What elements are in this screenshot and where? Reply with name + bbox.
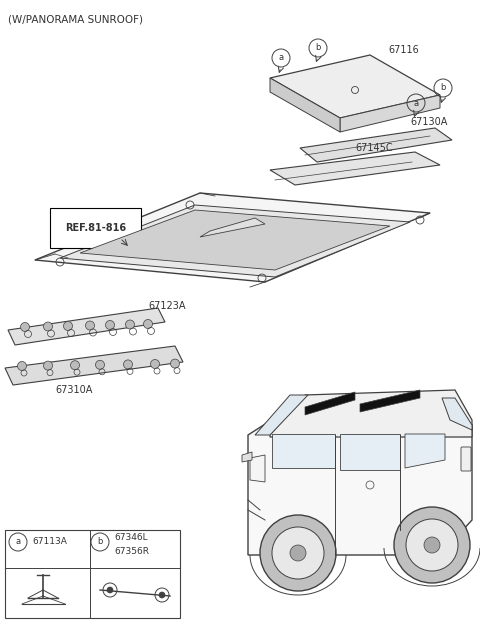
Polygon shape xyxy=(340,95,440,132)
Text: 67145C: 67145C xyxy=(355,143,393,153)
Polygon shape xyxy=(255,395,308,435)
Circle shape xyxy=(406,519,458,571)
Polygon shape xyxy=(270,78,340,132)
Circle shape xyxy=(96,360,105,369)
Circle shape xyxy=(144,319,153,328)
Polygon shape xyxy=(270,152,440,185)
Circle shape xyxy=(394,507,470,583)
Polygon shape xyxy=(200,218,265,237)
Polygon shape xyxy=(242,452,252,462)
Circle shape xyxy=(63,321,72,331)
Circle shape xyxy=(107,587,113,593)
FancyBboxPatch shape xyxy=(5,530,180,618)
Polygon shape xyxy=(270,55,440,118)
Polygon shape xyxy=(272,434,335,468)
Circle shape xyxy=(44,361,52,370)
Text: b: b xyxy=(440,84,446,93)
Polygon shape xyxy=(5,346,183,385)
Circle shape xyxy=(424,537,440,553)
Circle shape xyxy=(170,359,180,368)
Circle shape xyxy=(125,320,134,329)
Circle shape xyxy=(159,592,165,598)
Polygon shape xyxy=(300,128,452,162)
Polygon shape xyxy=(60,205,410,277)
Polygon shape xyxy=(250,455,265,482)
Circle shape xyxy=(151,360,159,369)
Circle shape xyxy=(290,545,306,561)
Circle shape xyxy=(71,361,80,370)
Text: b: b xyxy=(97,537,103,546)
Circle shape xyxy=(272,527,324,579)
Polygon shape xyxy=(248,400,472,555)
Polygon shape xyxy=(35,193,430,282)
Polygon shape xyxy=(270,390,472,437)
FancyBboxPatch shape xyxy=(461,447,471,471)
Text: 67356R: 67356R xyxy=(114,546,149,556)
Text: (W/PANORAMA SUNROOF): (W/PANORAMA SUNROOF) xyxy=(8,14,143,24)
Text: 67123A: 67123A xyxy=(148,301,185,311)
Polygon shape xyxy=(305,392,355,415)
Text: 67116: 67116 xyxy=(388,45,419,55)
Polygon shape xyxy=(340,434,400,470)
Circle shape xyxy=(260,515,336,591)
Text: 67130A: 67130A xyxy=(410,117,447,127)
Polygon shape xyxy=(442,398,472,430)
Polygon shape xyxy=(80,210,390,270)
Polygon shape xyxy=(8,308,165,345)
Text: a: a xyxy=(15,537,21,546)
Text: 67113A: 67113A xyxy=(32,537,67,546)
Polygon shape xyxy=(360,390,420,412)
Circle shape xyxy=(44,322,52,331)
Text: 67310A: 67310A xyxy=(55,385,92,395)
Circle shape xyxy=(85,321,95,330)
Circle shape xyxy=(106,321,115,329)
Circle shape xyxy=(17,362,26,370)
Text: 67346L: 67346L xyxy=(114,534,148,542)
Text: REF.81-816: REF.81-816 xyxy=(65,223,126,233)
Text: a: a xyxy=(278,54,284,62)
Polygon shape xyxy=(405,434,445,468)
Circle shape xyxy=(21,323,29,331)
Text: a: a xyxy=(413,98,419,108)
Text: b: b xyxy=(315,43,321,52)
Circle shape xyxy=(123,360,132,369)
